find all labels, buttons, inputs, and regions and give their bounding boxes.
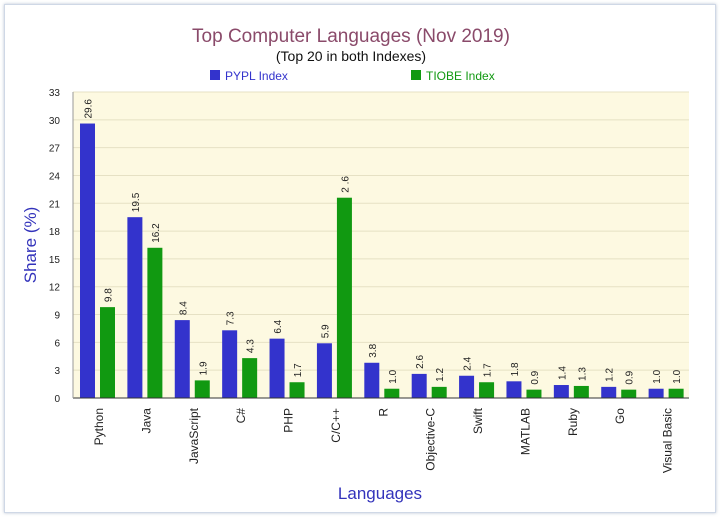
y-tick-label: 27 — [49, 144, 61, 155]
y-tick-label: 30 — [49, 116, 61, 127]
legend-swatch-pypl — [210, 70, 220, 80]
plot-area — [73, 92, 689, 398]
bar-tiobe — [289, 382, 305, 398]
bar-value-label: 1.0 — [652, 369, 663, 383]
bar-value-label: 1.2 — [605, 368, 616, 382]
bar-value-label: 1.0 — [672, 369, 683, 383]
y-tick-label: 6 — [54, 338, 60, 349]
bar-tiobe — [194, 380, 210, 398]
bar-value-label: 5.9 — [320, 324, 331, 338]
bar-value-label: 7.3 — [226, 311, 237, 325]
bar-tiobe — [668, 388, 684, 398]
bar-tiobe — [479, 382, 495, 398]
bar-pypl — [174, 320, 190, 398]
x-axis-title: Languages — [338, 484, 422, 503]
bar-value-label: 1.7 — [483, 363, 494, 377]
legend-swatch-tiobe — [411, 70, 421, 80]
y-tick-label: 9 — [54, 311, 60, 322]
bar-tiobe — [431, 386, 447, 398]
x-category-label: JavaScript — [187, 407, 201, 464]
chart-subtitle: (Top 20 in both Indexes) — [276, 48, 426, 64]
y-tick-label: 24 — [49, 171, 61, 182]
x-category-label: Swift — [471, 407, 485, 434]
bar-tiobe — [147, 247, 163, 398]
bar-pypl — [648, 388, 664, 398]
bar-value-label: 2 .6 — [340, 176, 351, 193]
bar-pypl — [506, 381, 522, 398]
bar-pypl — [269, 338, 285, 398]
bar-pypl — [222, 330, 238, 398]
x-category-label: R — [376, 408, 390, 417]
bar-value-label: 1.9 — [198, 361, 209, 375]
x-axis-categories: Python Java JavaScript C# PHP C/C++ R Objective… — [92, 407, 675, 473]
y-axis-ticks: 0 3 6 9 12 15 18 21 24 27 30 33 — [49, 88, 61, 405]
bar-tiobe — [384, 388, 400, 398]
bar-pypl — [127, 217, 143, 398]
bar-value-label: 8.4 — [178, 301, 189, 315]
y-tick-label: 3 — [54, 366, 60, 377]
bar-pypl — [411, 373, 427, 398]
bar-value-label: 3.8 — [368, 343, 379, 357]
y-tick-label: 0 — [54, 394, 60, 405]
bar-pypl — [601, 386, 617, 398]
bar-pypl — [364, 362, 380, 398]
legend-label-tiobe: TIOBE Index — [426, 69, 495, 83]
bar-value-label: 29.6 — [84, 99, 95, 119]
bars — [80, 123, 684, 398]
bar-tiobe — [100, 307, 115, 398]
bar-tiobe — [336, 197, 352, 398]
bar-value-label: 2.6 — [415, 355, 426, 369]
bar-value-label: 1.4 — [557, 366, 568, 380]
bar-value-label: 19.5 — [131, 192, 142, 212]
x-category-label: Go — [613, 408, 627, 424]
bar-value-label: 9.8 — [104, 288, 115, 302]
bar-value-label: 1.2 — [435, 368, 446, 382]
y-tick-label: 18 — [49, 227, 61, 238]
legend-label-pypl: PYPL Index — [225, 69, 288, 83]
bar-tiobe — [621, 389, 637, 398]
x-category-label: MATLAB — [518, 408, 532, 455]
x-category-label: Java — [139, 408, 153, 434]
bar-value-label: 1.7 — [293, 363, 304, 377]
x-category-label: Python — [92, 408, 106, 445]
value-labels: 29.6 9.8 19.5 16.2 8.4 1.9 7.3 4.3 6.4 1.7 5.9 2 .6… — [84, 99, 684, 385]
bar-value-label: 2.4 — [463, 356, 474, 370]
bar-value-label: 1.3 — [577, 367, 588, 381]
y-tick-label: 12 — [49, 283, 61, 294]
x-category-label: Objective-C — [424, 408, 438, 471]
bar-value-label: 0.9 — [530, 370, 541, 384]
bar-value-label: 1.8 — [510, 362, 521, 376]
bar-value-label: 0.9 — [625, 370, 636, 384]
y-tick-label: 33 — [49, 88, 61, 99]
x-category-label: C# — [234, 408, 248, 424]
bar-pypl — [459, 375, 475, 398]
bar-value-label: 16.2 — [151, 223, 162, 243]
bar-pypl — [553, 385, 569, 398]
y-tick-label: 21 — [49, 199, 61, 210]
x-category-label: Ruby — [566, 408, 580, 436]
bar-value-label: 1.0 — [388, 369, 399, 383]
x-category-label: Visual Basic — [661, 408, 675, 473]
bar-value-label: 4.3 — [246, 339, 257, 353]
bar-pypl — [80, 123, 95, 398]
y-tick-label: 15 — [49, 255, 61, 266]
bar-pypl — [316, 343, 332, 398]
bar-tiobe — [242, 358, 258, 398]
bar-tiobe — [573, 385, 589, 398]
bar-tiobe — [526, 389, 542, 398]
x-category-label: PHP — [282, 408, 296, 433]
chart-title: Top Computer Languages (Nov 2019) — [192, 26, 510, 47]
x-category-label: C/C++ — [329, 408, 343, 443]
bar-value-label: 6.4 — [273, 319, 284, 333]
y-axis-title: Share (%) — [21, 207, 40, 284]
